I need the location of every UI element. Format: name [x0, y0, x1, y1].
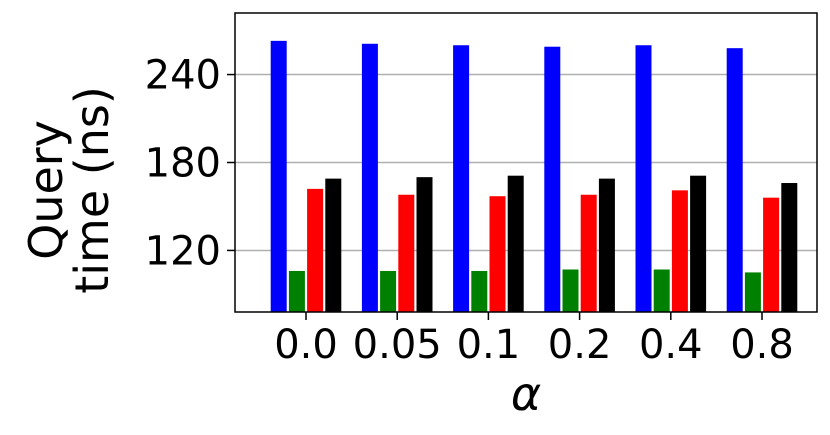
y-tick-label: 120: [145, 228, 221, 274]
bar-4-0: [635, 45, 652, 313]
bar-2-1: [471, 270, 488, 312]
bar-3-2: [580, 194, 597, 312]
bar-4-1: [653, 269, 670, 312]
x-tick-label: 0.0: [274, 322, 338, 368]
bar-4-3: [690, 175, 707, 312]
bar-0-2: [307, 188, 324, 312]
x-tick-label: 0.8: [730, 322, 794, 368]
x-tick-label: 0.05: [353, 322, 442, 368]
bar-5-2: [763, 197, 780, 312]
bar-5-0: [726, 48, 743, 312]
bar-0-3: [325, 178, 342, 312]
bar-0-1: [288, 270, 305, 312]
x-tick-label: 0.1: [457, 322, 521, 368]
bar-1-2: [398, 194, 415, 312]
bar-4-2: [671, 190, 688, 312]
bar-1-1: [380, 270, 397, 312]
y-axis-title-line1: Query: [19, 120, 73, 260]
bar-5-3: [781, 183, 798, 312]
y-tick-label: 180: [145, 141, 221, 187]
y-axis-ticks: 120 180 240: [145, 53, 235, 274]
bars: [270, 40, 798, 313]
bar-3-1: [562, 269, 579, 312]
y-axis-title-line2: time (ns): [65, 86, 119, 294]
bar-1-0: [361, 43, 378, 312]
x-tick-label: 0.4: [639, 322, 703, 368]
x-axis-ticks: 0.0 0.05 0.1 0.2 0.4 0.8: [274, 312, 794, 368]
bar-2-2: [489, 196, 506, 312]
bar-0-0: [270, 40, 287, 313]
x-tick-label: 0.2: [548, 322, 612, 368]
bar-2-0: [453, 45, 470, 313]
bar-2-3: [507, 175, 524, 312]
bar-5-1: [744, 272, 761, 312]
x-axis-title: α: [511, 367, 541, 421]
bar-1-3: [416, 177, 433, 312]
bar-3-3: [598, 178, 615, 312]
y-tick-label: 240: [145, 53, 221, 99]
bar-3-0: [544, 46, 561, 312]
y-axis-title: Query time (ns): [19, 86, 119, 294]
